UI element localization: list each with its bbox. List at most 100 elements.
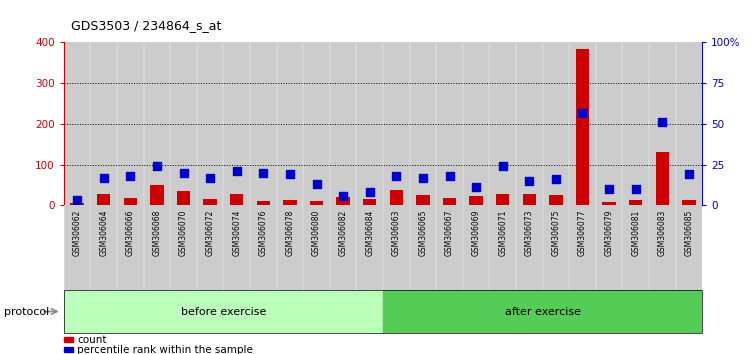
Bar xyxy=(496,194,509,205)
Point xyxy=(496,164,508,169)
Bar xyxy=(463,205,490,290)
Bar xyxy=(64,347,74,352)
Bar xyxy=(204,199,217,205)
Text: GSM306068: GSM306068 xyxy=(152,210,161,256)
Point xyxy=(656,119,668,125)
Bar xyxy=(150,185,164,205)
Bar xyxy=(143,205,170,290)
Bar xyxy=(416,195,430,205)
Point xyxy=(284,172,296,177)
Point xyxy=(577,110,589,115)
Point xyxy=(337,193,349,198)
Point xyxy=(603,186,615,192)
Bar xyxy=(310,201,323,205)
Point xyxy=(523,178,535,184)
Bar xyxy=(64,205,90,290)
Bar xyxy=(383,205,409,290)
Text: GSM306065: GSM306065 xyxy=(418,210,427,256)
Bar xyxy=(543,205,569,290)
Text: GSM306067: GSM306067 xyxy=(445,210,454,256)
Bar xyxy=(443,198,456,205)
Point xyxy=(363,189,376,195)
Text: before exercise: before exercise xyxy=(181,307,266,316)
Bar xyxy=(124,198,137,205)
Point xyxy=(550,176,562,182)
Bar xyxy=(303,205,330,290)
Point xyxy=(683,172,695,177)
Bar xyxy=(602,202,616,205)
Text: GSM306082: GSM306082 xyxy=(339,210,348,256)
Bar xyxy=(623,205,649,290)
Bar xyxy=(629,200,642,205)
Text: protocol: protocol xyxy=(4,307,49,316)
Text: GSM306063: GSM306063 xyxy=(392,210,401,256)
Point xyxy=(177,170,189,176)
Bar xyxy=(390,190,403,205)
Point xyxy=(310,181,322,187)
Bar xyxy=(90,205,117,290)
Text: GSM306073: GSM306073 xyxy=(525,210,534,256)
Bar xyxy=(283,200,297,205)
Point xyxy=(125,173,137,179)
Point xyxy=(391,173,403,179)
Bar xyxy=(363,199,376,205)
Text: GSM306066: GSM306066 xyxy=(126,210,135,256)
Text: GSM306084: GSM306084 xyxy=(365,210,374,256)
Bar xyxy=(64,290,383,333)
Bar xyxy=(383,290,702,333)
Text: GDS3503 / 234864_s_at: GDS3503 / 234864_s_at xyxy=(71,19,222,32)
Bar xyxy=(596,205,623,290)
Bar xyxy=(64,337,74,342)
Bar xyxy=(224,205,250,290)
Bar xyxy=(71,203,84,205)
Text: GSM306085: GSM306085 xyxy=(684,210,693,256)
Text: count: count xyxy=(77,335,107,345)
Bar xyxy=(97,194,110,205)
Text: GSM306069: GSM306069 xyxy=(472,210,481,256)
Bar xyxy=(170,205,197,290)
Bar xyxy=(197,205,224,290)
Bar xyxy=(469,196,483,205)
Text: GSM306064: GSM306064 xyxy=(99,210,108,256)
Bar xyxy=(230,194,243,205)
Text: GSM306062: GSM306062 xyxy=(73,210,82,256)
Text: percentile rank within the sample: percentile rank within the sample xyxy=(77,345,253,354)
Point xyxy=(629,186,641,192)
Bar xyxy=(549,195,562,205)
Point xyxy=(417,175,429,181)
Bar xyxy=(336,197,350,205)
Text: GSM306081: GSM306081 xyxy=(631,210,640,256)
Text: after exercise: after exercise xyxy=(505,307,581,316)
Bar xyxy=(117,205,143,290)
Text: GSM306071: GSM306071 xyxy=(498,210,507,256)
Text: GSM306078: GSM306078 xyxy=(285,210,294,256)
Text: GSM306072: GSM306072 xyxy=(206,210,215,256)
Bar xyxy=(490,205,516,290)
Bar xyxy=(576,48,589,205)
Text: GSM306076: GSM306076 xyxy=(259,210,268,256)
Bar xyxy=(250,205,276,290)
Point xyxy=(470,184,482,190)
Point xyxy=(258,170,270,176)
Bar xyxy=(516,205,543,290)
Bar xyxy=(523,194,536,205)
Text: GSM306077: GSM306077 xyxy=(578,210,587,256)
Point xyxy=(231,168,243,174)
Text: GSM306070: GSM306070 xyxy=(179,210,188,256)
Bar xyxy=(257,201,270,205)
Text: GSM306079: GSM306079 xyxy=(605,210,614,256)
Bar xyxy=(649,205,676,290)
Bar xyxy=(357,205,383,290)
Point xyxy=(71,198,83,203)
Bar xyxy=(569,205,596,290)
Text: GSM306080: GSM306080 xyxy=(312,210,321,256)
Bar xyxy=(682,200,695,205)
Text: GSM306075: GSM306075 xyxy=(551,210,560,256)
Bar xyxy=(676,205,702,290)
Bar xyxy=(330,205,357,290)
Bar xyxy=(656,152,669,205)
Point xyxy=(444,173,456,179)
Text: GSM306083: GSM306083 xyxy=(658,210,667,256)
Bar xyxy=(409,205,436,290)
Point xyxy=(98,175,110,181)
